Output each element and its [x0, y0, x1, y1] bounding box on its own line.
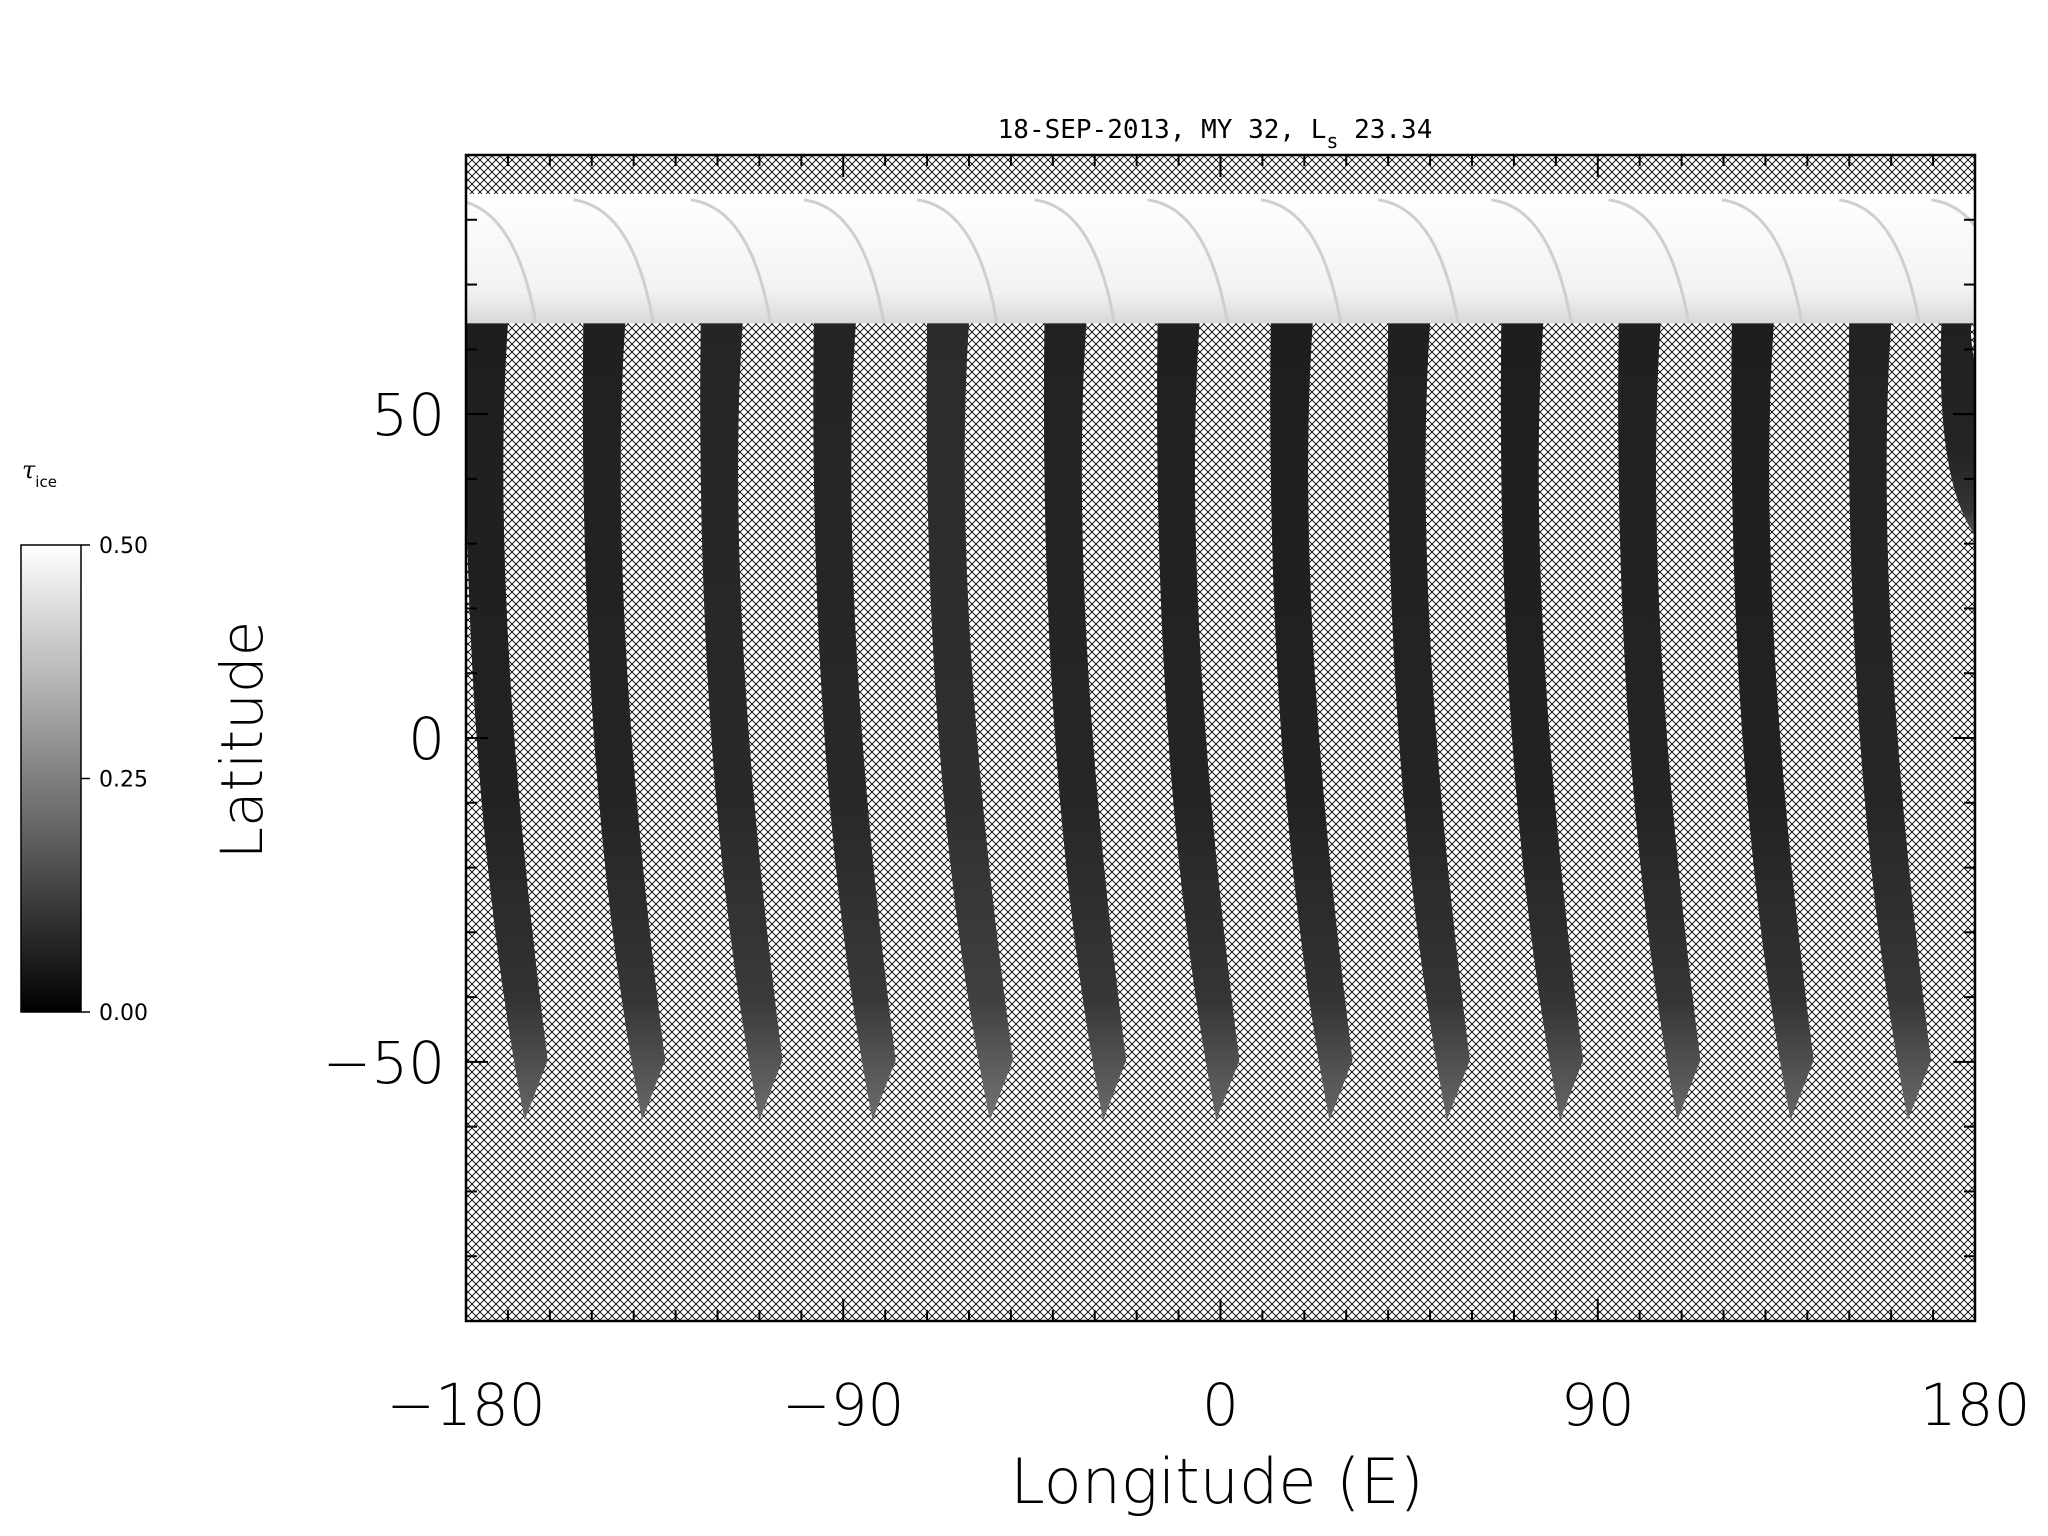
colorbar-tick-label: 0.25 [99, 768, 148, 793]
chart-title: 18-SEP-2013, MY 32, Ls 23.34 [998, 115, 1433, 153]
swath-5 [926, 323, 1014, 1121]
swath-3 [700, 323, 783, 1121]
swath-11 [1618, 323, 1701, 1121]
cap-swath-edge [1147, 198, 1230, 324]
swath-9 [1387, 323, 1470, 1121]
y-tick-label: 0 [408, 705, 445, 773]
swath-tint-10 [1500, 323, 1584, 1121]
x-axis-title: Longitude (E) [1010, 1445, 1423, 1518]
polar-cap-layer [466, 193, 1975, 324]
swath-tint-3 [700, 323, 783, 1121]
cap-swath-edge [466, 200, 538, 324]
cap-swath-edge [1931, 198, 1975, 229]
swath-8 [1270, 323, 1353, 1121]
colorbar-ticks: 0.00 0.25 0.50 [81, 534, 148, 1026]
swath-layer [466, 322, 1975, 1121]
cap-swath-edge [690, 198, 773, 324]
cap-swath-edge [573, 198, 655, 324]
cap-swath-edge [1034, 198, 1116, 324]
cap-swath-edge [1721, 198, 1804, 324]
swath-4 [813, 323, 896, 1121]
colorbar-label: τice [22, 456, 57, 491]
x-tick-label: −90 [782, 1371, 904, 1439]
colorbar: τice 0.00 0.25 0.50 [20, 456, 148, 1026]
cap-swath-edge [916, 198, 999, 324]
swath-tint-7 [1157, 323, 1240, 1121]
swath-tint-13 [1848, 323, 1931, 1121]
swath-1 [466, 323, 548, 1121]
colorbar-tick-label: 0.00 [99, 1001, 148, 1026]
cap-swath-edge [1608, 198, 1691, 324]
cap-swath-edge [1260, 198, 1343, 324]
swath-tint-14 [1940, 322, 1975, 536]
swath-tint-4 [813, 323, 896, 1121]
colorbar-gradient [20, 544, 82, 1013]
y-tick-label: 50 [371, 381, 445, 449]
swath-tint-8 [1270, 323, 1353, 1121]
swath-10 [1500, 323, 1584, 1121]
cap-swath-edge [1377, 198, 1460, 324]
polar-cap-band [466, 193, 1975, 324]
swath-6 [1043, 323, 1127, 1121]
cap-swath-edge [803, 198, 886, 324]
cap-swath-edge [1491, 198, 1573, 324]
colorbar-tick-label: 0.50 [99, 534, 148, 559]
x-tick-label: 0 [1202, 1371, 1239, 1439]
y-tick-label: −50 [323, 1029, 445, 1097]
swath-tint-5 [926, 323, 1014, 1121]
x-tick-label: −180 [386, 1371, 545, 1439]
swath-2 [582, 323, 666, 1121]
x-tick-label: 90 [1561, 1371, 1635, 1439]
axes-group: −180 −90 0 90 180 −50 0 50 [323, 154, 2031, 1439]
swath-tint-12 [1731, 323, 1814, 1121]
x-tick-label: 180 [1920, 1371, 2031, 1439]
swath-14 [1940, 322, 1975, 536]
swath-tint-2 [582, 323, 666, 1121]
swath-tint-6 [1043, 323, 1127, 1121]
swath-tint-9 [1387, 323, 1470, 1121]
swath-tint-11 [1618, 323, 1701, 1121]
swath-12 [1731, 323, 1814, 1121]
y-axis-title: Latitude [208, 621, 276, 860]
swath-13 [1848, 323, 1931, 1121]
plot-area [466, 155, 1975, 1321]
swath-tint-1 [466, 323, 548, 1121]
swath-7 [1157, 323, 1240, 1121]
cap-swath-edge [1839, 198, 1921, 324]
